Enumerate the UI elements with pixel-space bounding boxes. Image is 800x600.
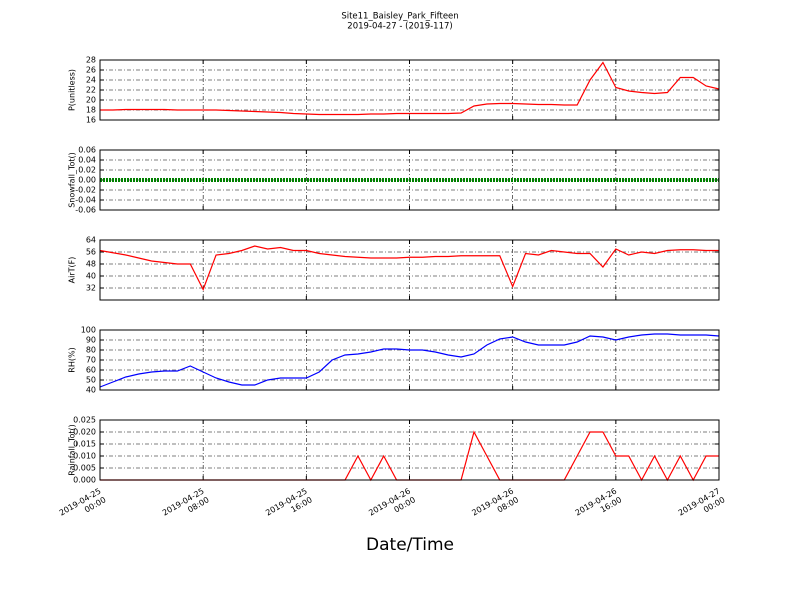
y-tick-label: 0.025 [73,416,96,425]
y-tick-label: 0.020 [73,428,96,437]
y-tick-label: 16 [86,116,96,125]
y-tick-label: 80 [86,346,96,355]
y-tick-label: 32 [86,284,96,293]
y-tick-label: 40 [86,386,96,395]
y-axis-title: Rainfall_Tot() [68,424,77,476]
x-tick-label: 2019-04-2516:00 [264,486,314,526]
x-tick-label: 2019-04-2600:00 [367,486,417,526]
y-tick-label: 90 [86,336,96,345]
plot-frame [99,149,720,211]
figure-subtitle: 2019-04-27 - (2019-117) [347,22,452,32]
x-tick-label: 2019-04-2616:00 [573,486,623,526]
y-tick-label: -0.04 [75,196,96,205]
x-tick-label: 2019-04-2700:00 [676,486,726,526]
y-tick-label: 24 [86,76,96,85]
y-tick-label: 0.02 [78,166,96,175]
y-tick-label: 70 [86,356,96,365]
plot-frame [99,239,720,301]
plot-frame [99,329,720,391]
y-axis-title: P(unitless) [68,69,77,111]
data-line [100,61,720,116]
y-tick-label: 22 [86,86,96,95]
data-line [99,245,719,291]
y-tick-label: 28 [86,56,96,65]
y-axis-title: RH(%) [68,347,77,372]
x-tick-label: 2019-04-2500:00 [57,486,107,526]
y-tick-label: 56 [86,248,96,257]
x-tick-label: 2019-04-2508:00 [161,486,211,526]
y-tick-label: 40 [86,272,96,281]
x-tick-label: 2019-04-2608:00 [470,486,520,526]
y-tick-label: 100 [81,326,96,335]
y-tick-label: -0.06 [75,206,96,215]
y-axis-title: AirT(F) [68,257,77,284]
plot-frame [99,419,720,481]
data-line [99,333,720,388]
y-tick-label: 64 [86,236,96,245]
y-tick-label: 0.005 [73,464,96,473]
y-tick-label: 26 [86,66,96,75]
x-axis-title: Date/Time [366,535,454,555]
y-tick-label: -0.02 [75,186,96,195]
y-tick-label: 0.010 [73,452,96,461]
y-tick-label: 0.00 [78,176,96,185]
y-tick-label: 20 [86,96,96,105]
y-axis-title: Snowfall_Tot() [68,152,77,208]
y-tick-label: 60 [86,366,96,375]
figure-title: Site11_Baisley_Park_Fifteen [341,12,458,22]
y-tick-label: 0.06 [78,146,96,155]
y-tick-label: 18 [86,106,96,115]
y-tick-label: 50 [86,376,96,385]
y-tick-label: 0.000 [73,476,96,485]
y-tick-label: 0.04 [78,156,96,165]
y-tick-label: 48 [86,260,96,269]
plot-frame [99,59,720,121]
y-tick-label: 0.015 [73,440,96,449]
